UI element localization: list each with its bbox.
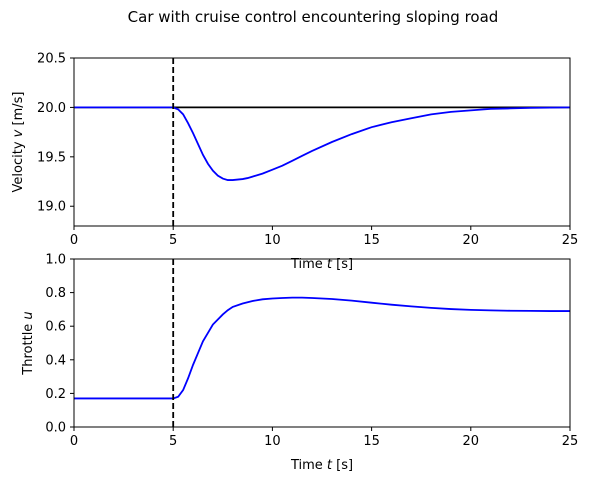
throttle-y-tick-label: 0.2 <box>45 387 66 402</box>
velocity-series-line <box>74 106 571 181</box>
throttle-y-tick-label: 0.6 <box>45 320 66 335</box>
throttle-plot-x-axis-label: Time t [s] <box>290 458 353 473</box>
velocity-y-tick-label: 20.5 <box>37 52 66 67</box>
throttle-plot-frame <box>73 258 571 428</box>
throttle-x-tick-label: 0 <box>70 434 78 449</box>
velocity-x-tick-label: 10 <box>264 233 281 248</box>
velocity-x-tick-label: 20 <box>463 233 480 248</box>
throttle-x-tick-label: 15 <box>363 434 380 449</box>
velocity-x-tick-label: 5 <box>169 233 177 248</box>
velocity-plot-frame <box>73 57 571 227</box>
throttle-plot-y-axis-label: Throttle u <box>21 311 36 375</box>
velocity-x-tick-label: 25 <box>562 233 579 248</box>
throttle-plot: 0 5 10 15 20 250.00.20.40.60.81.0 Time t [s] … <box>21 253 578 474</box>
velocity-x-tick-label: 15 <box>363 233 380 248</box>
throttle-y-tick-label: 0.0 <box>45 421 66 436</box>
throttle-x-tick-label: 20 <box>463 434 480 449</box>
velocity-y-tick-label: 20.0 <box>37 101 66 116</box>
velocity-x-tick-label: 0 <box>70 233 78 248</box>
velocity-y-tick-label: 19.0 <box>37 200 66 215</box>
figure-title: Car with cruise control encountering slo… <box>128 8 499 26</box>
velocity-plot: 0 5 10 15 20 25 19.0 19.5 20.0 20.5 Time t [s] Ve… <box>11 52 578 273</box>
velocity-plot-x-axis-label: Time t [s] <box>290 257 353 272</box>
throttle-y-tick-label: 0.8 <box>45 286 66 301</box>
throttle-y-tick-label: 1.0 <box>45 253 66 268</box>
velocity-y-tick-label: 19.5 <box>37 150 66 165</box>
throttle-x-tick-label: 25 <box>562 434 579 449</box>
throttle-x-tick-label: 10 <box>264 434 281 449</box>
throttle-y-tick-label: 0.4 <box>45 353 66 368</box>
throttle-x-tick-label: 5 <box>169 434 177 449</box>
throttle-series-line <box>74 296 570 400</box>
velocity-plot-y-axis-label: Velocity v [m/s] <box>11 92 26 193</box>
